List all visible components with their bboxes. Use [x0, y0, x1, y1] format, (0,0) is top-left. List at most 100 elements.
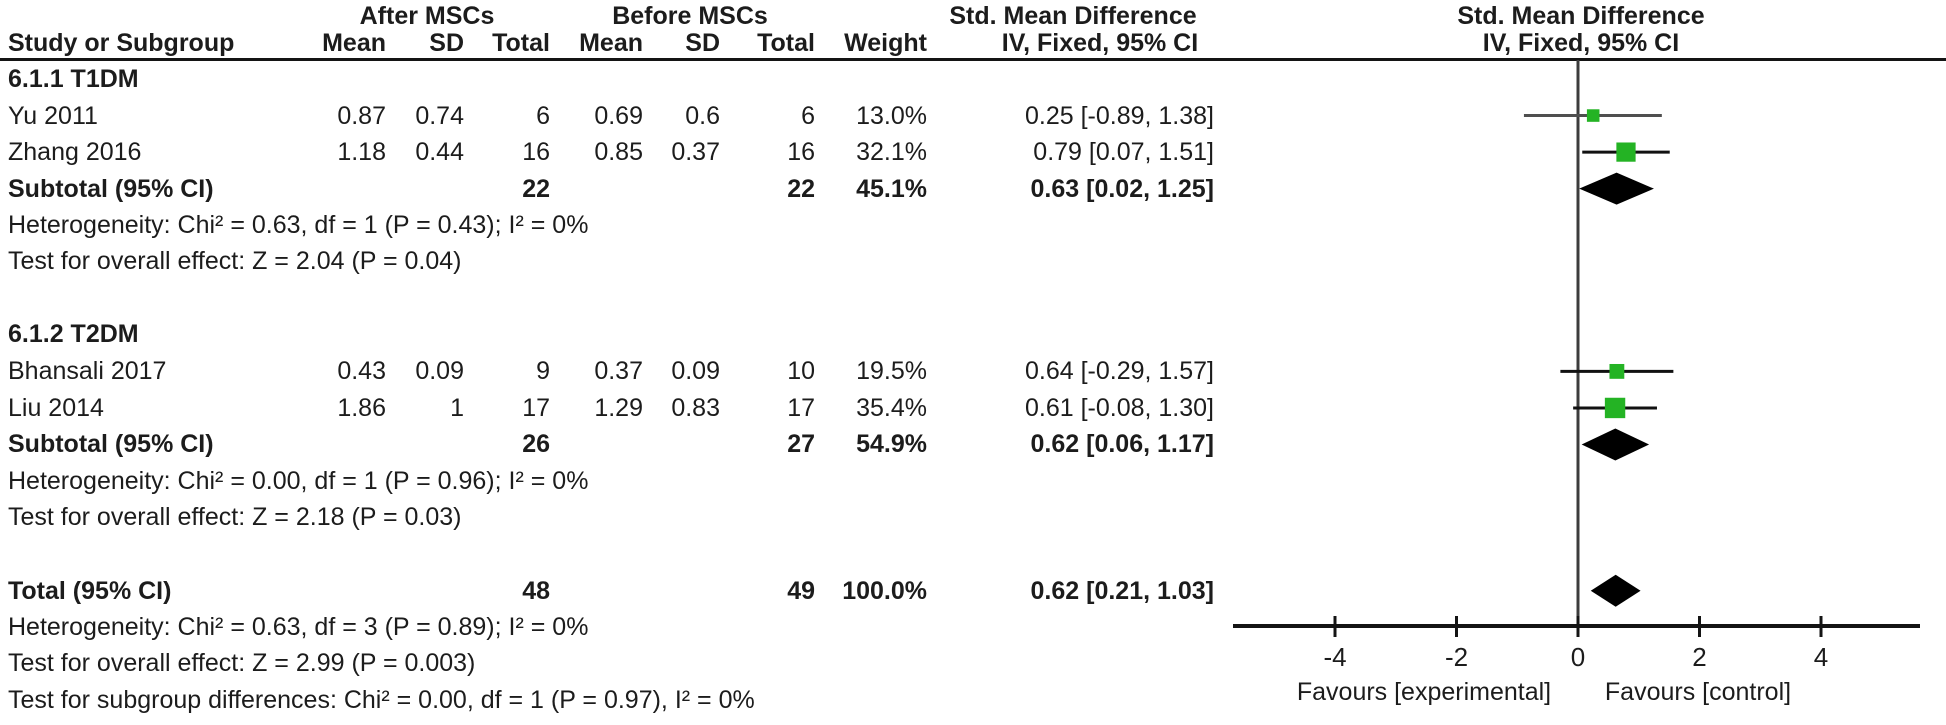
column-header-mean2: Mean: [579, 29, 643, 57]
sd-after: 0.44: [415, 138, 464, 166]
mean-before: 1.29: [594, 394, 643, 422]
subtotal-total-before: 27: [787, 430, 815, 458]
study-name: Bhansali 2017: [8, 357, 167, 385]
total-label: Total (95% CI): [8, 577, 172, 605]
heterogeneity-text: Heterogeneity: Chi² = 0.63, df = 1 (P = …: [8, 211, 589, 239]
effect-square-marker: [1616, 142, 1636, 162]
ci-value: 0.79 [0.07, 1.51]: [1033, 138, 1214, 166]
column-header-total2: Total: [757, 29, 815, 57]
total-before: 10: [787, 357, 815, 385]
group1-header: After MSCs: [359, 2, 495, 30]
effect-square-marker: [1609, 363, 1625, 379]
total-before: 16: [787, 138, 815, 166]
subgroup-title-row: 6.1.2 T2DM: [0, 316, 1240, 353]
subtotal-row-t1dm: Subtotal (95% CI) 22 22 45.1% 0.63 [0.02…: [0, 171, 1240, 208]
ci-value: 0.61 [-0.08, 1.30]: [1024, 394, 1214, 422]
subgroup-title: 6.1.1 T1DM: [8, 65, 139, 93]
table-row-liu-2014: Liu 2014 1.86 1 17 1.29 0.83 17 35.4% 0.…: [0, 390, 1240, 427]
sd-before: 0.09: [671, 357, 720, 385]
weight-value: 19.5%: [856, 357, 927, 385]
favours-control-label: Favours [control]: [1605, 678, 1791, 706]
column-header-total1: Total: [492, 29, 550, 57]
smd-header-right: Std. Mean Difference: [1457, 2, 1705, 30]
subtotal-label: Subtotal (95% CI): [8, 430, 214, 458]
summary-diamond: [1590, 574, 1641, 607]
total-before: 6: [801, 102, 815, 130]
table-row-yu-2011: Yu 2011 0.87 0.74 6 0.69 0.6 6 13.0% 0.2…: [0, 98, 1240, 135]
overall-effect-row-t1dm: Test for overall effect: Z = 2.04 (P = 0…: [0, 243, 1240, 280]
axis-tick-label: -4: [1323, 642, 1346, 672]
mean-after: 0.87: [337, 102, 386, 130]
subgroup-title-row: 6.1.1 T1DM: [0, 61, 1240, 98]
total-ci: 0.62 [0.21, 1.03]: [1030, 577, 1214, 605]
total-after: 9: [536, 357, 550, 385]
heterogeneity-row-total: Heterogeneity: Chi² = 0.63, df = 3 (P = …: [0, 609, 1240, 646]
heterogeneity-row-t2dm: Heterogeneity: Chi² = 0.00, df = 1 (P = …: [0, 463, 1240, 500]
table-row-zhang-2016: Zhang 2016 1.18 0.44 16 0.85 0.37 16 32.…: [0, 134, 1240, 171]
column-header-weight: Weight: [844, 29, 927, 57]
sd-after: 1: [450, 394, 464, 422]
mean-before: 0.37: [594, 357, 643, 385]
study-name: Zhang 2016: [8, 138, 142, 166]
column-header-mean1: Mean: [322, 29, 386, 57]
sd-before: 0.37: [671, 138, 720, 166]
heterogeneity-text: Heterogeneity: Chi² = 0.63, df = 3 (P = …: [8, 613, 589, 641]
group2-header: Before MSCs: [612, 2, 768, 30]
column-header-study: Study or Subgroup: [8, 29, 235, 57]
sd-before: 0.6: [685, 102, 720, 130]
overall-effect-row-t2dm: Test for overall effect: Z = 2.18 (P = 0…: [0, 499, 1240, 536]
overall-effect-text: Test for overall effect: Z = 2.18 (P = 0…: [8, 503, 462, 531]
axis-tick-label: 2: [1692, 642, 1706, 672]
total-after: 6: [536, 102, 550, 130]
subtotal-ci: 0.62 [0.06, 1.17]: [1030, 430, 1214, 458]
total-after: 17: [522, 394, 550, 422]
method-header-right: IV, Fixed, 95% CI: [1482, 29, 1680, 57]
subtotal-weight: 54.9%: [856, 430, 927, 458]
column-header-sd1: SD: [429, 29, 464, 57]
subtotal-ci: 0.63 [0.02, 1.25]: [1030, 175, 1214, 203]
mean-after: 1.86: [337, 394, 386, 422]
mean-before: 0.85: [594, 138, 643, 166]
mean-before: 0.69: [594, 102, 643, 130]
subtotal-total-after: 22: [522, 175, 550, 203]
effect-square-marker: [1586, 109, 1600, 122]
total-total-before: 49: [787, 577, 815, 605]
heterogeneity-row-t1dm: Heterogeneity: Chi² = 0.63, df = 1 (P = …: [0, 207, 1240, 244]
summary-diamond: [1581, 428, 1650, 461]
method-header-left: IV, Fixed, 95% CI: [1001, 29, 1199, 57]
smd-header-left: Std. Mean Difference: [949, 2, 1197, 30]
table-row-bhansali-2017: Bhansali 2017 0.43 0.09 9 0.37 0.09 10 1…: [0, 353, 1240, 390]
subtotal-label: Subtotal (95% CI): [8, 175, 214, 203]
subgroup-differences-row: Test for subgroup differences: Chi² = 0.…: [0, 682, 1240, 719]
total-total-after: 48: [522, 577, 550, 605]
ci-value: 0.25 [-0.89, 1.38]: [1024, 102, 1214, 130]
overall-effect-row-total: Test for overall effect: Z = 2.99 (P = 0…: [0, 645, 1240, 682]
axis-tick-label: -2: [1445, 642, 1468, 672]
weight-value: 35.4%: [856, 394, 927, 422]
axis-tick-label: 4: [1814, 642, 1828, 672]
subtotal-weight: 45.1%: [856, 175, 927, 203]
sd-before: 0.83: [671, 394, 720, 422]
total-after: 16: [522, 138, 550, 166]
sd-after: 0.09: [415, 357, 464, 385]
column-header-sd2: SD: [685, 29, 720, 57]
overall-effect-text: Test for overall effect: Z = 2.04 (P = 0…: [8, 247, 462, 275]
favours-experimental-label: Favours [experimental]: [1297, 678, 1551, 706]
subgroup-differences-text: Test for subgroup differences: Chi² = 0.…: [8, 686, 755, 714]
total-row: Total (95% CI) 48 49 100.0% 0.62 [0.21, …: [0, 573, 1240, 610]
sd-after: 0.74: [415, 102, 464, 130]
axis-tick-label: 0: [1571, 642, 1585, 672]
subtotal-total-before: 22: [787, 175, 815, 203]
study-name: Liu 2014: [8, 394, 104, 422]
weight-value: 32.1%: [856, 138, 927, 166]
weight-value: 13.0%: [856, 102, 927, 130]
subtotal-row-t2dm: Subtotal (95% CI) 26 27 54.9% 0.62 [0.06…: [0, 426, 1240, 463]
study-name: Yu 2011: [8, 102, 98, 130]
mean-after: 0.43: [337, 357, 386, 385]
subtotal-total-after: 26: [522, 430, 550, 458]
mean-after: 1.18: [337, 138, 386, 166]
ci-value: 0.64 [-0.29, 1.57]: [1024, 357, 1214, 385]
heterogeneity-text: Heterogeneity: Chi² = 0.00, df = 1 (P = …: [8, 467, 589, 495]
